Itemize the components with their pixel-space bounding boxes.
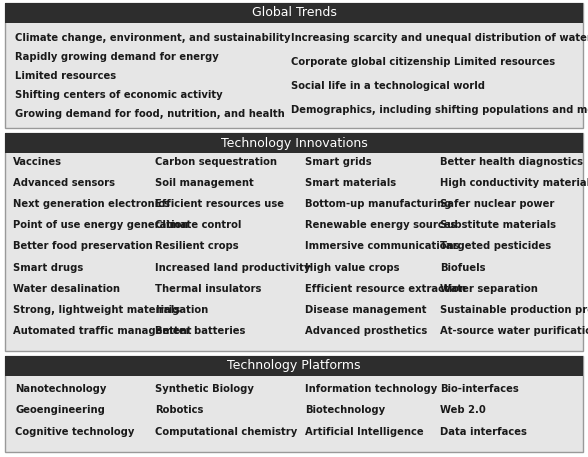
Text: Social life in a technological world: Social life in a technological world bbox=[291, 81, 485, 91]
Text: Irrigation: Irrigation bbox=[155, 305, 208, 315]
Text: Smart materials: Smart materials bbox=[305, 178, 396, 188]
Text: Geoengineering: Geoengineering bbox=[15, 405, 105, 415]
Text: Carbon sequestration: Carbon sequestration bbox=[155, 157, 277, 167]
Bar bbox=[5, 356, 583, 376]
Text: Renewable energy sources: Renewable energy sources bbox=[305, 220, 456, 230]
Text: Robotics: Robotics bbox=[155, 405, 203, 415]
Text: Soil management: Soil management bbox=[155, 178, 254, 188]
Text: Data interfaces: Data interfaces bbox=[440, 427, 527, 437]
Text: Rapidly growing demand for energy: Rapidly growing demand for energy bbox=[15, 52, 219, 62]
Text: Biotechnology: Biotechnology bbox=[305, 405, 385, 415]
Text: Water desalination: Water desalination bbox=[13, 284, 120, 294]
Bar bbox=[5, 3, 583, 128]
Text: Nanotechnology: Nanotechnology bbox=[15, 384, 106, 394]
Text: Immersive communications: Immersive communications bbox=[305, 241, 459, 251]
Text: Increased land productivity: Increased land productivity bbox=[155, 263, 310, 272]
Text: Bio-interfaces: Bio-interfaces bbox=[440, 384, 519, 394]
Text: Safer nuclear power: Safer nuclear power bbox=[440, 199, 554, 209]
Text: Smart drugs: Smart drugs bbox=[13, 263, 83, 272]
Text: Thermal insulators: Thermal insulators bbox=[155, 284, 262, 294]
Text: High conductivity materials: High conductivity materials bbox=[440, 178, 588, 188]
Text: Synthetic Biology: Synthetic Biology bbox=[155, 384, 254, 394]
Text: Better food preservation: Better food preservation bbox=[13, 241, 153, 251]
Text: Efficient resources use: Efficient resources use bbox=[155, 199, 284, 209]
Text: Water separation: Water separation bbox=[440, 284, 538, 294]
Text: Vaccines: Vaccines bbox=[13, 157, 62, 167]
Text: Sustainable production processes: Sustainable production processes bbox=[440, 305, 588, 315]
Text: Demographics, including shifting populations and mobility: Demographics, including shifting populat… bbox=[291, 105, 588, 115]
Text: Shifting centers of economic activity: Shifting centers of economic activity bbox=[15, 90, 223, 100]
Text: Artificial Intelligence: Artificial Intelligence bbox=[305, 427, 423, 437]
Text: Increasing scarcity and unequal distribution of water: Increasing scarcity and unequal distribu… bbox=[291, 33, 588, 43]
Text: Advanced sensors: Advanced sensors bbox=[13, 178, 115, 188]
Text: Automated traffic management: Automated traffic management bbox=[13, 326, 192, 336]
Text: Corporate global citizenship Limited resources: Corporate global citizenship Limited res… bbox=[291, 57, 555, 67]
Text: Next generation electronics: Next generation electronics bbox=[13, 199, 170, 209]
Text: Efficient resource extraction: Efficient resource extraction bbox=[305, 284, 466, 294]
Bar bbox=[5, 3, 583, 23]
Text: Bottom-up manufacturing: Bottom-up manufacturing bbox=[305, 199, 452, 209]
Text: Computational chemistry: Computational chemistry bbox=[155, 427, 298, 437]
Text: Climate change, environment, and sustainability: Climate change, environment, and sustain… bbox=[15, 33, 290, 43]
Text: At-source water purification: At-source water purification bbox=[440, 326, 588, 336]
Text: Strong, lightweight materials: Strong, lightweight materials bbox=[13, 305, 180, 315]
Text: Growing demand for food, nutrition, and health: Growing demand for food, nutrition, and … bbox=[15, 109, 285, 119]
Text: Substitute materials: Substitute materials bbox=[440, 220, 556, 230]
Text: Global Trends: Global Trends bbox=[252, 6, 336, 20]
Text: Better health diagnostics: Better health diagnostics bbox=[440, 157, 583, 167]
Text: Smart grids: Smart grids bbox=[305, 157, 372, 167]
Text: Targeted pesticides: Targeted pesticides bbox=[440, 241, 551, 251]
Text: Information technology: Information technology bbox=[305, 384, 437, 394]
Text: Limited resources: Limited resources bbox=[15, 71, 116, 81]
Text: Cognitive technology: Cognitive technology bbox=[15, 427, 135, 437]
Text: Advanced prosthetics: Advanced prosthetics bbox=[305, 326, 427, 336]
Text: High value crops: High value crops bbox=[305, 263, 399, 272]
Bar bbox=[5, 133, 583, 153]
Bar bbox=[5, 133, 583, 351]
Text: Better batteries: Better batteries bbox=[155, 326, 245, 336]
Text: Technology Platforms: Technology Platforms bbox=[227, 360, 361, 372]
Text: Resilient crops: Resilient crops bbox=[155, 241, 239, 251]
Text: Technology Innovations: Technology Innovations bbox=[220, 137, 368, 149]
Text: Disease management: Disease management bbox=[305, 305, 426, 315]
Text: Point of use energy generation: Point of use energy generation bbox=[13, 220, 189, 230]
Text: Climate control: Climate control bbox=[155, 220, 242, 230]
Bar bbox=[5, 356, 583, 452]
Text: Web 2.0: Web 2.0 bbox=[440, 405, 486, 415]
Text: Biofuels: Biofuels bbox=[440, 263, 486, 272]
